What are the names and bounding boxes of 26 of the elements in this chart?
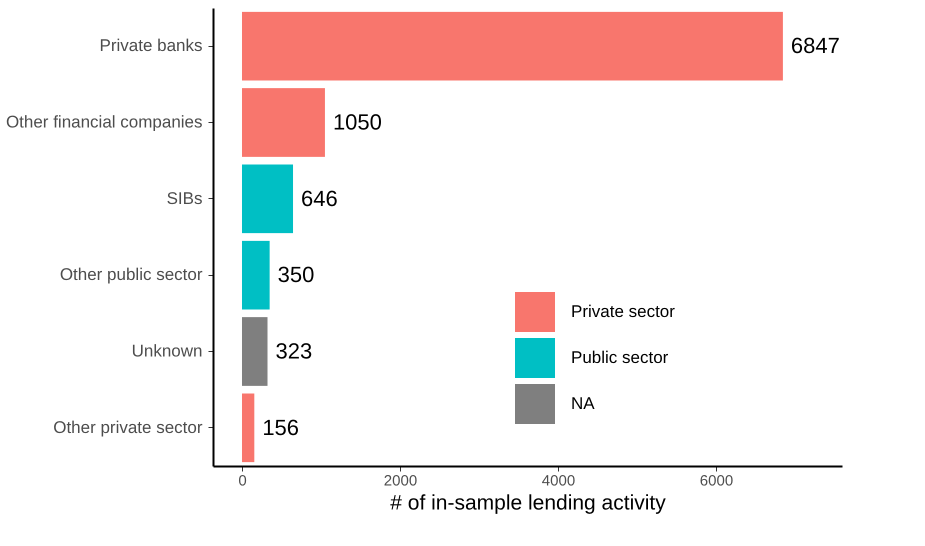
y-tick-label: Private banks bbox=[100, 36, 202, 56]
bar bbox=[242, 164, 294, 234]
bar bbox=[242, 393, 254, 462]
x-tick-label: 6000 bbox=[700, 472, 734, 490]
legend-label: Private sector bbox=[571, 302, 676, 321]
data-label: 1050 bbox=[332, 110, 382, 134]
y-tick-label: SIBs bbox=[166, 188, 202, 208]
bar bbox=[242, 88, 325, 157]
y-tick-label: Other private sector bbox=[53, 418, 203, 437]
y-tick-label: Unknown bbox=[132, 342, 202, 360]
legend-label: NA bbox=[571, 394, 596, 413]
data-label: 646 bbox=[301, 186, 338, 211]
data-label: 323 bbox=[276, 338, 312, 364]
bar bbox=[242, 12, 783, 81]
y-tick-label: Other financial companies bbox=[6, 112, 202, 132]
x-axis-title: # of in-sample lending activity bbox=[390, 492, 666, 514]
bar bbox=[242, 317, 268, 386]
data-label: 6847 bbox=[790, 33, 840, 58]
y-tick-label: Other public sector bbox=[60, 265, 203, 284]
x-tick-label: 2000 bbox=[384, 472, 418, 490]
data-label: 350 bbox=[278, 262, 314, 288]
legend-label: Public sector bbox=[571, 348, 669, 367]
x-tick-label: 0 bbox=[238, 472, 247, 490]
x-tick-label: 4000 bbox=[542, 472, 576, 490]
bar bbox=[242, 240, 270, 310]
data-label: 156 bbox=[262, 414, 300, 440]
